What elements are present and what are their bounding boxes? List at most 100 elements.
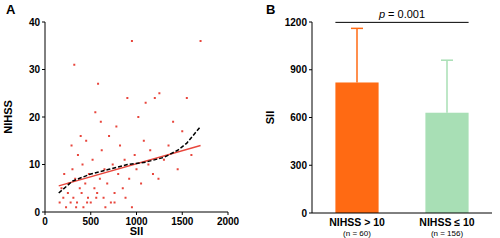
scatter-point [140, 183, 142, 185]
y-tick-label: 30 [29, 64, 41, 75]
scatter-point [104, 206, 106, 208]
p-value: p = 0.001 [378, 8, 425, 20]
scatter-point [190, 154, 192, 156]
scatter-point [149, 149, 151, 151]
scatter-point [93, 187, 95, 189]
scatter-point [86, 202, 88, 204]
y-axis-label: NIHSS [2, 100, 14, 134]
scatter-point [80, 135, 82, 137]
error-cap [441, 59, 453, 61]
scatter-point [157, 178, 159, 180]
scatter-point [99, 178, 101, 180]
x-tick-label: 2000 [217, 216, 240, 227]
scatter-point [177, 168, 179, 170]
scatter-point [79, 187, 81, 189]
scatter-point [114, 202, 116, 204]
scatter-point [186, 97, 188, 99]
scatter-point [92, 159, 94, 161]
scatter-point [95, 197, 97, 199]
y-tick [309, 22, 312, 23]
scatter-point [62, 197, 64, 199]
scatter-point [73, 64, 75, 66]
x-tick-label: 0 [42, 216, 48, 227]
y-tick [42, 69, 45, 70]
p-symbol: p [378, 8, 385, 20]
scatter-point [112, 164, 114, 166]
bar [425, 113, 468, 213]
y-tick [309, 117, 312, 118]
y-tick-label: 20 [29, 112, 41, 123]
scatter-point [125, 197, 127, 199]
scatter-point [72, 197, 74, 199]
scatter-point [122, 187, 124, 189]
bar [335, 82, 378, 213]
scatter-point [115, 126, 117, 128]
category-label: NIHSS > 10 [329, 216, 385, 228]
x-axis-label: SII [130, 225, 143, 237]
y-tick-label: 900 [290, 64, 307, 75]
scatter-point [71, 168, 73, 170]
x-tick [45, 212, 46, 215]
scatter-point [97, 83, 99, 85]
scatter-point [65, 206, 67, 208]
p-text: = 0.001 [385, 8, 425, 20]
scatter-point [96, 192, 98, 194]
scatter-point [163, 159, 165, 161]
panel-label: B [266, 2, 275, 17]
scatter-point [87, 197, 89, 199]
y-tick [42, 22, 45, 23]
scatter-point [63, 173, 65, 175]
y-tick-label: 0 [301, 208, 307, 219]
scatter-point [131, 40, 133, 42]
scatter-point [128, 178, 130, 180]
y-tick [309, 165, 312, 166]
scatter-point [70, 202, 72, 204]
scatter-point [126, 97, 128, 99]
y-tick-label: 300 [290, 160, 307, 171]
scatter-point [119, 145, 121, 147]
scatter-point [117, 173, 119, 175]
scatter-point [82, 206, 84, 208]
y-tick-label: 40 [29, 17, 41, 28]
scatter-point [131, 206, 133, 208]
scatter-point [172, 121, 174, 123]
n-label: (n = 60) [343, 229, 371, 238]
plot-area [59, 40, 202, 208]
scatter-point [77, 154, 79, 156]
x-tick [136, 212, 137, 215]
y-tick-label: 600 [290, 112, 307, 123]
scatter-point [143, 140, 145, 142]
panel-b: B 0 300 600 900 1200 NIHSS > 10(n = 60) NIHSS ≤… [264, 2, 492, 238]
y-tick [309, 213, 312, 214]
category-label: NIHSS ≤ 10 [419, 216, 475, 228]
scatter-point [134, 154, 136, 156]
scatter-point [103, 197, 105, 199]
scatter-point [154, 97, 156, 99]
scatter-point [137, 116, 139, 118]
scatter-point [60, 187, 62, 189]
scatter-point [81, 192, 83, 194]
scatter-point [84, 183, 86, 185]
scatter-point [200, 40, 202, 42]
error-bar [446, 60, 448, 113]
scatter-point [181, 130, 183, 132]
figure: A0102030400500100015002000SIINIHSSB03006… [0, 0, 500, 238]
scatter-point [136, 168, 138, 170]
scatter-point [59, 202, 61, 204]
scatter-point [147, 164, 149, 166]
smooth-curve [59, 127, 201, 194]
scatter-point [94, 111, 96, 113]
scatter-point [100, 121, 102, 123]
scatter-point [101, 149, 103, 151]
y-tick-label: 1200 [285, 17, 308, 28]
panel-label: A [6, 2, 16, 17]
x-tick-label: 500 [82, 216, 99, 227]
fit-line [59, 146, 201, 186]
scatter-point [124, 159, 126, 161]
x-tick [182, 212, 183, 215]
scatter-point [67, 192, 69, 194]
scatter-point [85, 140, 87, 142]
scatter-point [71, 145, 73, 147]
x-tick [228, 212, 229, 215]
error-bar [356, 28, 358, 82]
